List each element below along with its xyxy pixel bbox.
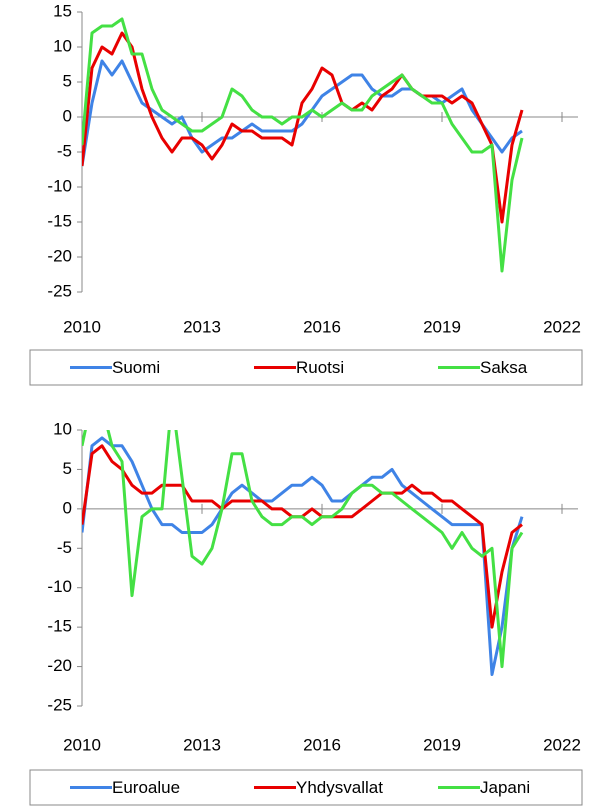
x-tick-label: 2010 (63, 735, 101, 754)
x-tick-label: 2013 (183, 317, 221, 336)
x-tick-label: 2019 (423, 317, 461, 336)
legend-label: Ruotsi (296, 358, 344, 377)
series-line (82, 436, 524, 676)
y-tick-label: -20 (47, 246, 72, 265)
y-tick-label: 5 (63, 71, 72, 90)
chart-panel: -25 -20 -15 -10 -5 0 5 10 2010 2013 2016 2019 2022 Eu… (29, 419, 583, 806)
plot-lines (82, 17, 524, 273)
y-tick-label: -20 (47, 656, 72, 675)
x-tick-label: 2019 (423, 735, 461, 754)
x-tick-label: 2022 (543, 735, 581, 754)
y-tick-label: -25 (47, 281, 72, 300)
legend-label: Saksa (480, 358, 528, 377)
legend-label: Yhdysvallat (296, 778, 383, 797)
series-line (82, 430, 524, 669)
y-tick-label: -10 (47, 176, 72, 195)
legend-label: Japani (480, 778, 530, 797)
series-line (82, 17, 524, 273)
y-tick-label: 0 (63, 106, 72, 125)
y-tick-label: -10 (47, 577, 72, 596)
legend: Euroalue Yhdysvallat Japani (29, 769, 583, 806)
x-tick-label: 2022 (543, 317, 581, 336)
y-tick-label: -5 (57, 538, 72, 557)
y-tick-label: -5 (57, 141, 72, 160)
y-tick-label: -15 (47, 211, 72, 230)
x-tick-label: 2010 (63, 317, 101, 336)
legend: Suomi Ruotsi Saksa (29, 349, 583, 386)
y-tick-label: -15 (47, 617, 72, 636)
series-line (82, 444, 523, 629)
legend-label: Suomi (112, 358, 160, 377)
y-tick-label: 5 (63, 459, 72, 478)
y-tick-label: 10 (53, 419, 72, 438)
x-tick-label: 2016 (303, 317, 341, 336)
series-line (82, 59, 523, 167)
x-tick-label: 2016 (303, 735, 341, 754)
legend-box (29, 349, 583, 386)
x-tick-label: 2013 (183, 735, 221, 754)
legend-box (29, 769, 583, 806)
y-tick-label: 10 (53, 36, 72, 55)
plot-lines (82, 430, 524, 676)
series-line (82, 31, 524, 224)
y-tick-label: -25 (47, 695, 72, 714)
chart-panel: -25 -20 -15 -10 -5 0 5 10 15 2010 2013 2016 2019 2022… (29, 1, 583, 386)
y-tick-label: 0 (63, 498, 72, 517)
y-tick-label: 15 (53, 1, 72, 20)
legend-label: Euroalue (112, 778, 180, 797)
